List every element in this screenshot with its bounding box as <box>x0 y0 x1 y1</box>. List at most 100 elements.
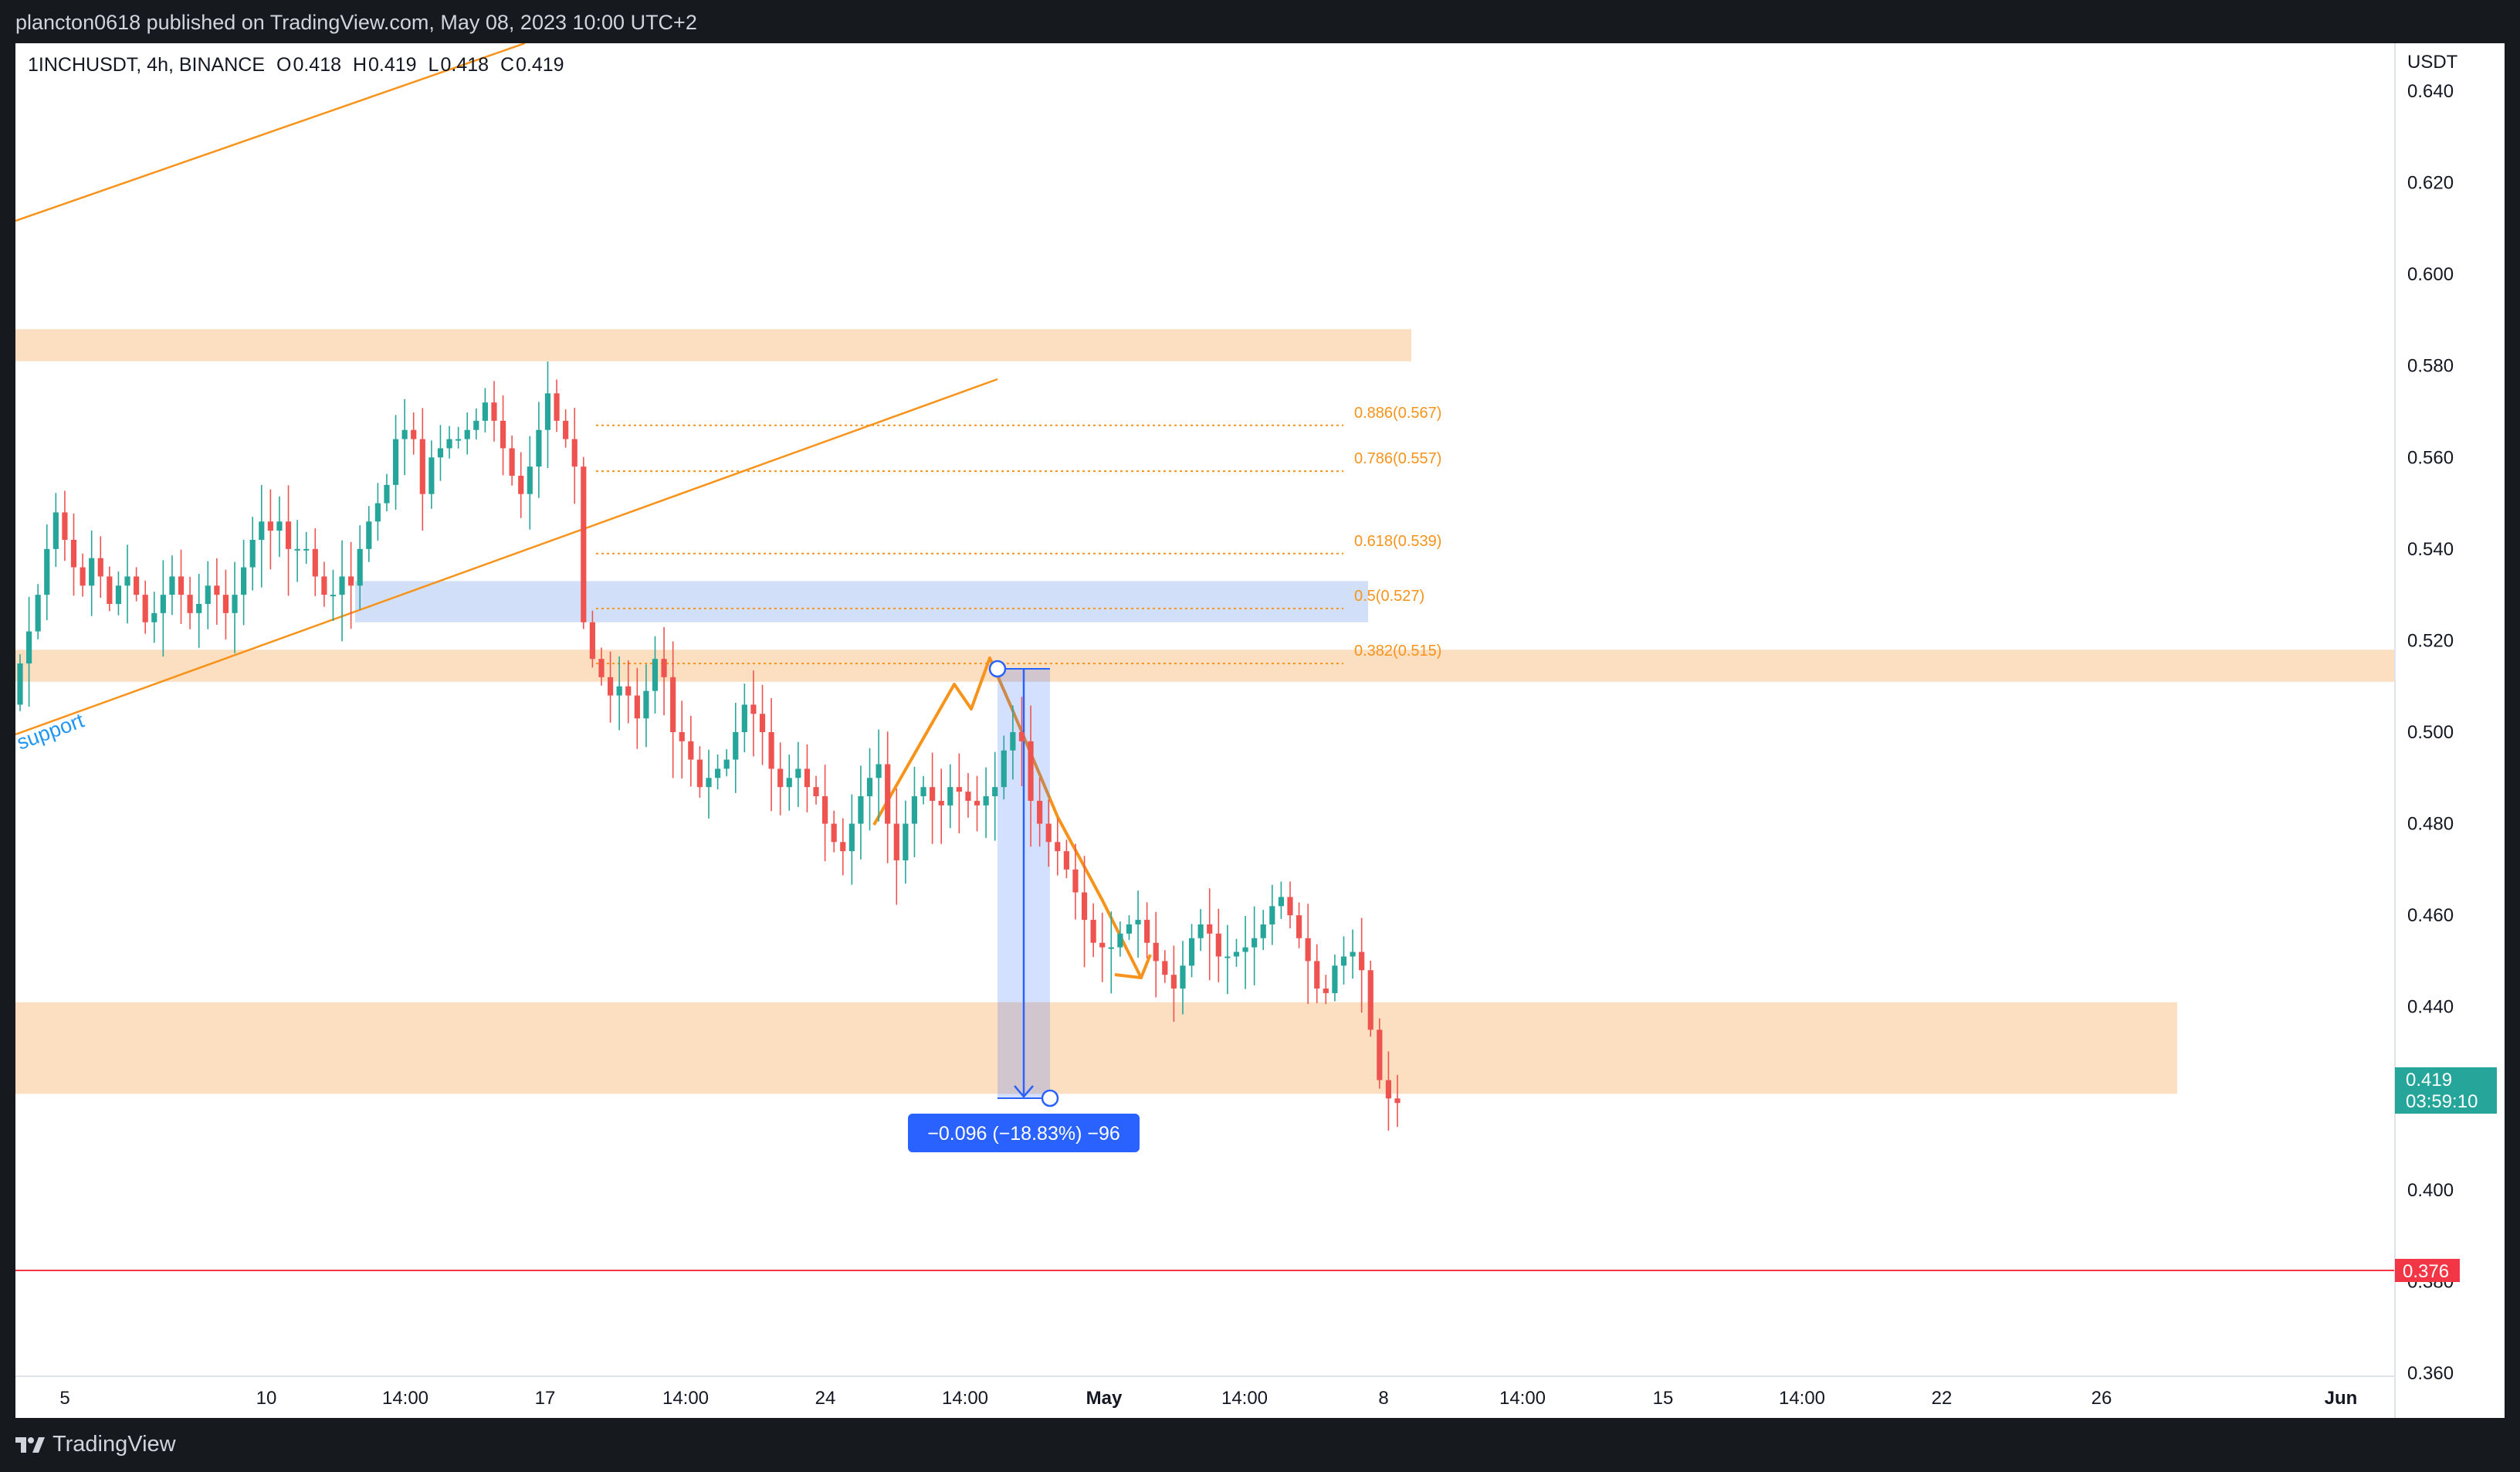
candle <box>1377 1018 1383 1089</box>
tradingview-logo[interactable]: TradingView <box>15 1432 176 1457</box>
zones-layer <box>15 329 2395 1094</box>
candle <box>616 656 622 731</box>
projected-arrowhead <box>1114 954 1152 980</box>
candle <box>679 700 685 779</box>
candle <box>1385 1051 1392 1131</box>
candle <box>920 775 926 805</box>
candle <box>330 569 337 621</box>
time-tick-label: May <box>1086 1388 1123 1409</box>
candle <box>411 412 417 455</box>
candle <box>428 440 435 509</box>
publisher-line: plancton0618 published on TradingView.co… <box>15 11 697 34</box>
projected-path[interactable] <box>872 656 1143 979</box>
candle <box>267 489 273 570</box>
candle <box>276 496 283 558</box>
candle <box>1170 945 1177 1023</box>
time-tick-label: 17 <box>535 1388 556 1409</box>
price-tick-label: 0.400 <box>2407 1180 2454 1201</box>
price-tick-label: 0.560 <box>2407 447 2454 468</box>
candle <box>178 549 185 624</box>
zone-resistance[interactable] <box>15 329 1411 361</box>
open-value: 0.418 <box>293 54 341 76</box>
footer-bar: TradingView <box>0 1418 2520 1472</box>
candle <box>1180 941 1186 1015</box>
candle <box>124 544 130 624</box>
price-tick-label: 0.360 <box>2407 1363 2454 1384</box>
trendline-upper[interactable] <box>15 42 526 222</box>
candles-layer <box>17 361 1401 1131</box>
candle <box>554 379 560 432</box>
candle <box>804 744 811 812</box>
zone-demand[interactable] <box>15 1002 2177 1094</box>
candle <box>518 452 524 518</box>
candle <box>1153 911 1159 998</box>
time-axis-ticks: 5 10 14:00 17 14:00 24 14:00 May 14:00 8 14:00 15 14… <box>59 1388 2357 1409</box>
last-price-tag: 0.419 03:59:10 <box>2395 1067 2497 1114</box>
candle <box>214 558 220 625</box>
price-tick-label: 0.520 <box>2407 630 2454 651</box>
candle <box>965 772 971 818</box>
candle <box>241 539 247 626</box>
candle <box>634 667 640 749</box>
candle <box>249 517 256 591</box>
candle <box>1233 938 1240 967</box>
candle <box>232 561 238 653</box>
candle <box>1063 839 1069 878</box>
candle <box>80 553 86 597</box>
candle <box>1367 960 1373 1037</box>
candle <box>831 810 837 853</box>
candle <box>696 746 703 798</box>
candle <box>974 775 981 832</box>
candle <box>473 408 479 440</box>
candle <box>768 697 774 812</box>
candle <box>1028 705 1034 847</box>
price-tick-label: 0.580 <box>2407 356 2454 377</box>
candle <box>1260 910 1266 951</box>
candle <box>992 751 998 841</box>
candle <box>142 580 148 634</box>
symbol-legend: 1INCHUSDT, 4h, BINANCE O0.418 H0.419 L0.… <box>28 54 571 76</box>
support-label: support <box>15 708 87 754</box>
price-tick-label: 0.540 <box>2407 539 2454 560</box>
candle <box>1162 950 1168 983</box>
fib-level-label: 0.382(0.515) <box>1354 643 1441 660</box>
price-axis-ticks: 0.640 0.620 0.600 0.580 0.560 0.540 0.520 0.500… <box>2407 81 2454 1384</box>
candle <box>840 818 846 876</box>
candle <box>500 395 506 476</box>
candle <box>598 647 605 686</box>
chart-area[interactable]: 0.886(0.567) 0.786(0.557) 0.618(0.539) 0.5(… <box>14 42 2505 1418</box>
candle <box>384 473 390 512</box>
candle <box>205 561 211 629</box>
candle <box>903 800 909 884</box>
price-chart[interactable]: 0.886(0.567) 0.786(0.557) 0.618(0.539) 0.5(… <box>14 42 2505 1418</box>
symbol-name: 1INCHUSDT, 4h, BINANCE <box>28 54 266 76</box>
candle <box>169 555 175 616</box>
candle <box>187 576 193 629</box>
candle <box>930 752 936 844</box>
candle <box>581 456 587 629</box>
time-tick-label: 14:00 <box>1221 1388 1268 1409</box>
candle <box>1197 909 1204 951</box>
candle <box>1332 954 1338 1002</box>
trendline-support[interactable] <box>15 378 998 736</box>
tradingview-brand: TradingView <box>52 1432 176 1457</box>
zone-blue[interactable] <box>355 581 1368 622</box>
candle <box>536 402 542 498</box>
tradingview-logo-icon <box>15 1436 45 1453</box>
candle <box>1135 890 1141 958</box>
fib-level-label: 0.618(0.539) <box>1354 533 1441 550</box>
measure-arrowhead <box>1014 1085 1034 1098</box>
candle <box>446 426 452 459</box>
candle <box>62 490 68 561</box>
low-value: 0.418 <box>440 54 489 76</box>
candle <box>1090 903 1096 958</box>
high-value: 0.419 <box>368 54 417 76</box>
candle <box>357 525 363 610</box>
price-tick-label: 0.600 <box>2407 264 2454 285</box>
candle <box>17 654 23 711</box>
zone-mid[interactable] <box>15 650 2395 682</box>
measure-handle-bottom <box>1041 1089 1059 1107</box>
price-tick-label: 0.500 <box>2407 722 2454 743</box>
candle <box>160 560 166 657</box>
candle <box>1055 818 1061 876</box>
